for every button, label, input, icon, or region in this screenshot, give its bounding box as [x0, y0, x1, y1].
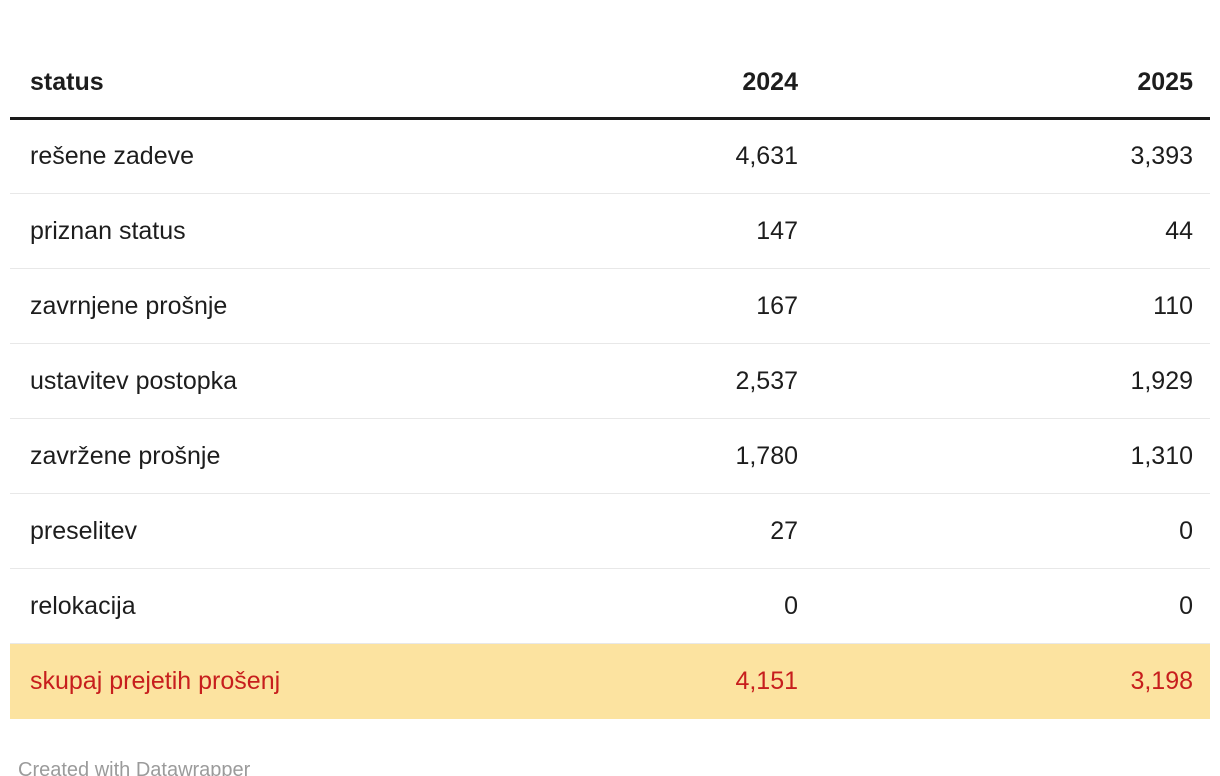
- value-2024-cell: 27: [570, 493, 798, 569]
- value-2025-cell: 1,929: [798, 343, 1210, 419]
- table-row: relokacija 0 0: [10, 568, 1210, 644]
- value-2024-cell: 167: [570, 268, 798, 344]
- value-2024-cell: 4,151: [570, 643, 798, 719]
- value-2025-cell: 3,393: [798, 118, 1210, 194]
- value-2024-cell: 0: [570, 568, 798, 644]
- status-cell: preselitev: [10, 493, 570, 569]
- value-2025-cell: 3,198: [798, 643, 1210, 719]
- table-row: zavržene prošnje 1,780 1,310: [10, 418, 1210, 494]
- value-2025-cell: 44: [798, 193, 1210, 269]
- footer: Created with Datawrapper: [18, 759, 1220, 776]
- value-2025-cell: 0: [798, 493, 1210, 569]
- status-cell: relokacija: [10, 568, 570, 644]
- status-cell: zavržene prošnje: [10, 418, 570, 494]
- value-2025-cell: 0: [798, 568, 1210, 644]
- column-header-status: status: [10, 0, 570, 120]
- status-cell: skupaj prejetih prošenj: [10, 643, 570, 719]
- value-2025-cell: 1,310: [798, 418, 1210, 494]
- value-2024-cell: 147: [570, 193, 798, 269]
- status-cell: priznan status: [10, 193, 570, 269]
- header-row: status 2024 2025: [10, 0, 1210, 120]
- table-row: zavrnjene prošnje 167 110: [10, 268, 1210, 344]
- datawrapper-attribution-link[interactable]: Created with Datawrapper: [18, 758, 251, 776]
- table-row: ustavitev postopka 2,537 1,929: [10, 343, 1210, 419]
- value-2025-cell: 110: [798, 268, 1210, 344]
- value-2024-cell: 4,631: [570, 118, 798, 194]
- status-cell: zavrnjene prošnje: [10, 268, 570, 344]
- table-row: priznan status 147 44: [10, 193, 1210, 269]
- value-2024-cell: 1,780: [570, 418, 798, 494]
- column-header-2025: 2025: [798, 0, 1210, 120]
- table-row: rešene zadeve 4,631 3,393: [10, 118, 1210, 194]
- column-header-2024: 2024: [570, 0, 798, 120]
- value-2024-cell: 2,537: [570, 343, 798, 419]
- status-cell: ustavitev postopka: [10, 343, 570, 419]
- table-row-total-highlighted: skupaj prejetih prošenj 4,151 3,198: [10, 643, 1210, 719]
- status-cell: rešene zadeve: [10, 118, 570, 194]
- data-table: status 2024 2025 rešene zadeve 4,631 3,3…: [10, 0, 1210, 719]
- table-row: preselitev 27 0: [10, 493, 1210, 569]
